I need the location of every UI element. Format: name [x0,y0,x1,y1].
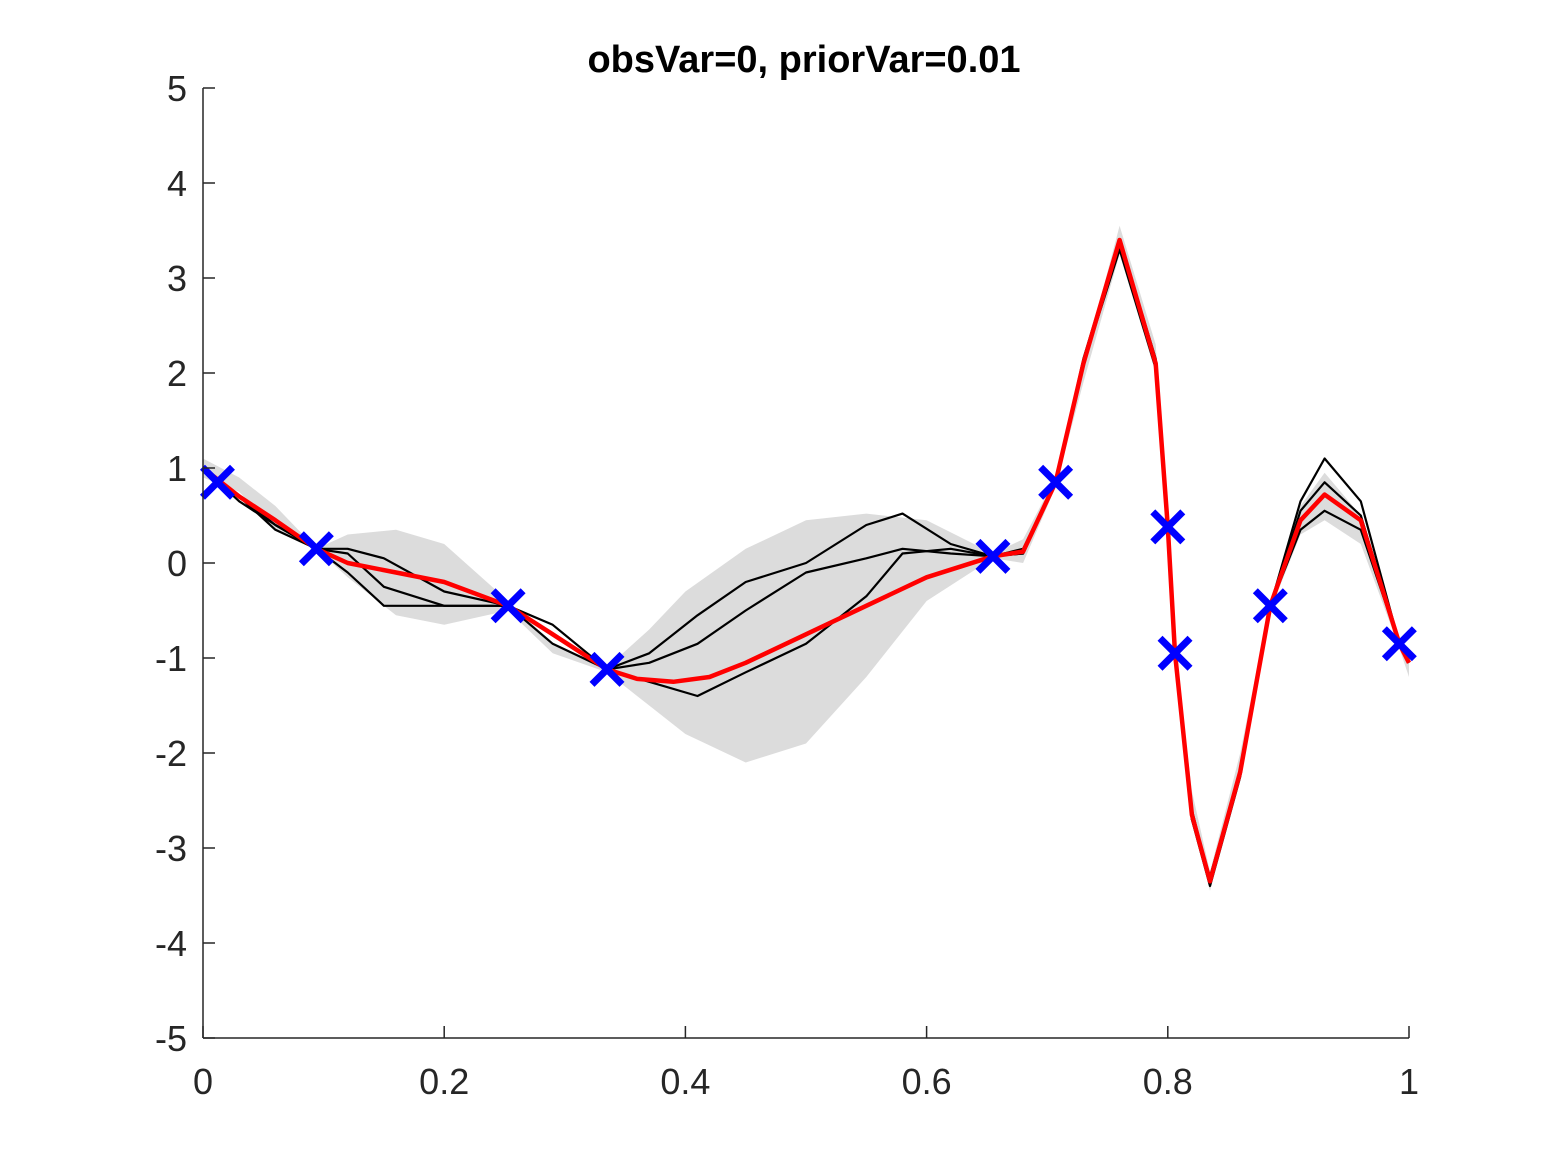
observation-marker [199,464,235,500]
x-tick-label: 0 [193,1061,213,1102]
observation-marker [1157,635,1193,671]
observation-marker [589,651,625,687]
y-tick-label: -2 [155,733,187,774]
y-tick-label: -4 [155,923,187,964]
y-tick-label: -1 [155,638,187,679]
x-tick-label: 1 [1399,1061,1419,1102]
observation-marker [1150,509,1186,545]
confidence-band [203,225,1409,891]
x-tick-label: 0.6 [902,1061,952,1102]
observation-marker [1252,588,1288,624]
y-tick-label: 5 [167,68,187,109]
axes: 0 0.2 0.4 0.6 0.8 1 5 4 3 2 1 0 -1 -2 -3 -4 -5 [155,68,1419,1102]
posterior-mean-layer [201,237,1412,884]
x-tick-label: 0.2 [419,1061,469,1102]
observation-marker [1381,626,1417,662]
chart-title: obsVar=0, priorVar=0.01 [587,39,1020,81]
y-tick-label: -3 [155,828,187,869]
observation-marker [490,588,526,624]
observation-marker [975,538,1011,574]
y-tick-label: 2 [167,353,187,394]
y-tick-label: 0 [167,543,187,584]
y-tick-label: 1 [167,448,187,489]
observation-marker [298,531,334,567]
observations-layer [199,464,1417,687]
y-tick-label: 4 [167,163,187,204]
posterior-mean-line [201,237,1412,884]
y-tick-label: -5 [155,1018,187,1059]
observation-marker [1038,464,1074,500]
x-tick-label: 0.8 [1143,1061,1193,1102]
confidence-band-layer [203,225,1409,891]
x-tick-label: 0.4 [660,1061,710,1102]
y-tick-label: 3 [167,258,187,299]
